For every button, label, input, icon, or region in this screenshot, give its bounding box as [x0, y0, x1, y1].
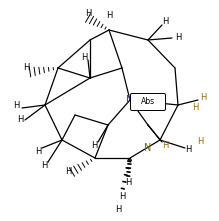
Text: H: H: [42, 160, 48, 170]
Text: H: H: [125, 178, 131, 187]
Text: H: H: [192, 103, 198, 112]
Text: H: H: [36, 147, 42, 156]
Text: H: H: [17, 116, 23, 124]
Text: H: H: [200, 93, 206, 103]
Text: H: H: [85, 9, 91, 18]
Text: H: H: [14, 101, 20, 109]
Text: H: H: [24, 63, 30, 72]
Text: H: H: [185, 145, 191, 154]
Text: H: H: [66, 168, 72, 177]
Text: H: H: [115, 205, 121, 214]
Text: H: H: [175, 34, 181, 42]
Text: H: H: [162, 141, 168, 149]
Text: H: H: [119, 192, 125, 201]
Text: Abs: Abs: [141, 97, 155, 107]
Text: N: N: [126, 95, 134, 105]
FancyBboxPatch shape: [131, 93, 166, 110]
Text: H: H: [106, 11, 112, 20]
Text: N: N: [144, 143, 152, 153]
Text: H: H: [197, 137, 203, 147]
Text: H: H: [92, 141, 98, 149]
Text: H: H: [162, 17, 168, 27]
Text: H: H: [82, 53, 88, 61]
